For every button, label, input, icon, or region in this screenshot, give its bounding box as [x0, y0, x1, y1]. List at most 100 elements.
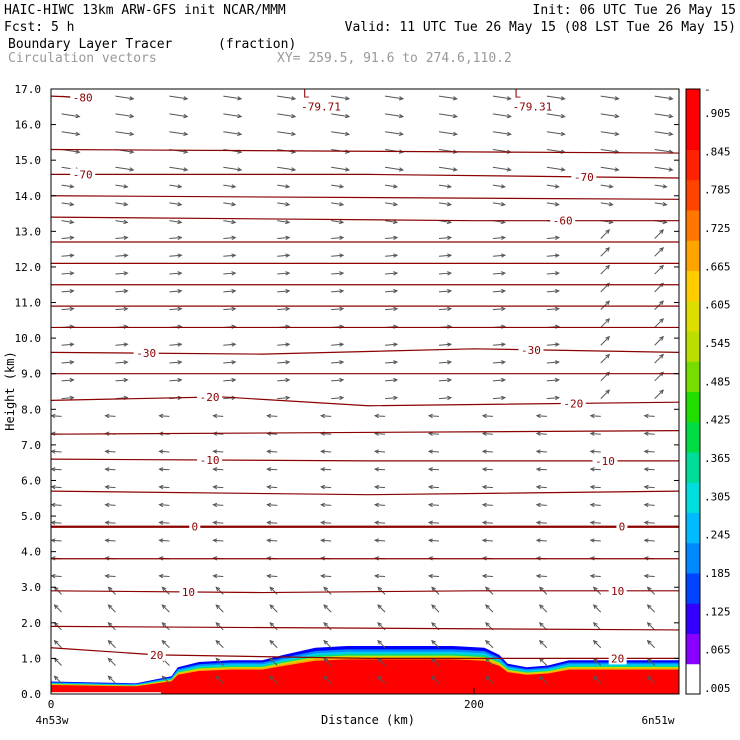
y-tick-label: 13.0 [15, 225, 42, 238]
vector-arrow [438, 272, 452, 275]
vector-arrow [654, 131, 673, 135]
contour-label: -20 [200, 391, 220, 404]
vector-arrow [385, 184, 398, 188]
vector-arrowhead [320, 538, 326, 543]
vector-arrow [593, 658, 602, 666]
contour-label: 0 [619, 521, 626, 534]
vector-arrow [546, 254, 559, 257]
contour--10 [50, 458, 679, 462]
vector-arrow [331, 220, 344, 223]
vector-arrow [169, 290, 182, 293]
colorbar-label: .065 [704, 644, 731, 657]
vector-arrowhead [104, 467, 110, 472]
vector-arrowhead [447, 377, 453, 383]
vector-arrow [321, 415, 332, 417]
vector-arrow [536, 539, 547, 542]
vector-arrowhead [377, 586, 382, 592]
contour-label-bg [133, 347, 159, 360]
vector-arrow [61, 220, 74, 223]
colorbar-label: .185 [704, 567, 731, 580]
tracer-shading [51, 645, 679, 694]
y-tick-label: 5.0 [21, 510, 41, 523]
vector-arrow [482, 504, 493, 506]
vector-arrow [331, 290, 344, 293]
vector-arrow [385, 95, 403, 100]
vector-arrowhead [614, 167, 620, 172]
vector-arrow [51, 521, 62, 524]
vector-arrowhead [589, 431, 595, 436]
vector-arrow [654, 202, 667, 206]
vector-arrowhead [659, 335, 664, 341]
vector-arrow [600, 318, 610, 328]
vector-arrow [213, 415, 224, 417]
vector-arrowhead [339, 377, 345, 383]
vector-arrowhead [373, 484, 380, 490]
vector-arrowhead [605, 389, 611, 395]
vector-arrowhead [554, 253, 560, 258]
contour-label-bg [70, 91, 96, 104]
vector-arrowhead [177, 219, 183, 225]
vector-arrowhead [291, 96, 297, 101]
vector-arrow [61, 113, 80, 118]
vector-arrow [590, 450, 601, 453]
contour-label: -10 [595, 455, 615, 468]
vector-arrowhead [104, 502, 110, 508]
vector-arrowhead [605, 229, 611, 234]
vector-arrow [482, 486, 493, 489]
vector-arrow [654, 318, 664, 328]
vector-arrow [536, 468, 547, 471]
vector-arrowhead [69, 201, 75, 207]
vector-arrow [600, 389, 610, 399]
vector-arrow [213, 450, 224, 453]
vector-arrow [115, 379, 128, 382]
vector-arrowhead [447, 395, 453, 401]
vector-arrow [385, 220, 398, 223]
vector-arrowhead [592, 622, 598, 627]
vector-arrow [61, 343, 74, 346]
vector-arrow [546, 343, 559, 346]
vector-arrow [267, 486, 278, 489]
vector-arrowhead [215, 639, 221, 645]
vector-arrow [536, 432, 547, 435]
vector-arrow [428, 450, 440, 453]
vector-arrowhead [481, 556, 487, 561]
vector-arrow [654, 95, 673, 100]
y-tick-label: 2.0 [21, 617, 41, 630]
vector-arrow [485, 640, 494, 649]
vector-arrow [115, 272, 128, 275]
x-axis-label: Distance (km) [321, 713, 415, 727]
vector-arrow [644, 432, 655, 435]
vector-arrow [105, 504, 116, 506]
vector-arrow [644, 486, 655, 489]
colorbar-swatch [686, 210, 700, 241]
vector-arrowhead [158, 449, 164, 454]
vector-arrow [438, 397, 452, 400]
vector-arrowhead [291, 131, 297, 137]
vector-arrow [331, 95, 350, 100]
vector-arrow [536, 450, 547, 453]
vector-arrowhead [452, 131, 458, 137]
vector-arrow [647, 640, 656, 649]
vector-arrow [213, 504, 224, 506]
vector-arrowhead [177, 360, 183, 365]
vector-arrowhead [75, 131, 81, 137]
x-start-location: 4n53w [35, 714, 68, 727]
vector-arrow [375, 575, 386, 578]
vector-arrow [223, 308, 236, 311]
vector-arrowhead [589, 449, 595, 454]
vector-arrowhead [535, 538, 541, 543]
vector-arrow [492, 202, 505, 206]
vector-arrow [323, 658, 332, 666]
vector-arrow [600, 184, 613, 188]
vector-arrow [428, 415, 440, 417]
vector-arrow [331, 397, 344, 400]
colorbar-label: .425 [704, 414, 731, 427]
vector-arrowhead [50, 449, 56, 454]
vector-arrowhead [285, 253, 291, 258]
vector-arrow [654, 300, 664, 311]
y-tick-label: 10.0 [15, 332, 42, 345]
vector-arrowhead [554, 288, 560, 294]
vector-arrow [269, 640, 278, 649]
vector-arrow [277, 343, 290, 346]
vector-arrowhead [538, 639, 544, 645]
